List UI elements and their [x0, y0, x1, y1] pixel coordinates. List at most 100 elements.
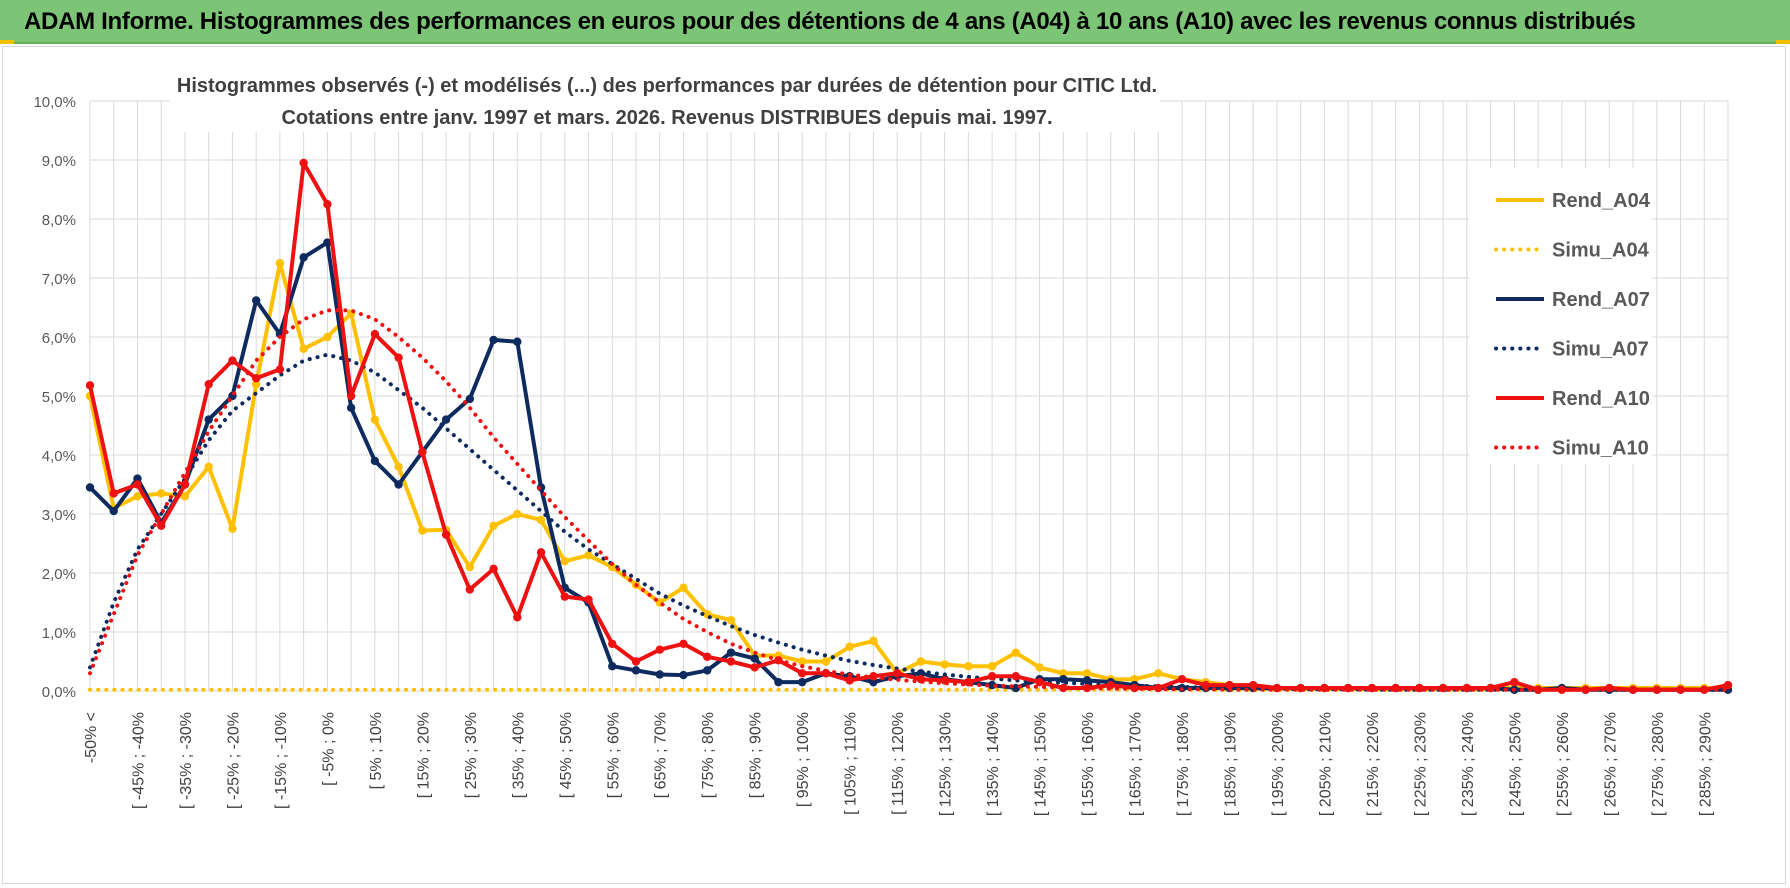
x-tick-label: [ 5% ; 10%	[368, 712, 385, 789]
data-point-Rend_A04	[465, 562, 475, 572]
data-point-Rend_A04	[180, 492, 190, 501]
data-point-Rend_A10	[1225, 680, 1234, 690]
data-point-Rend_A04	[418, 526, 427, 535]
x-tick-label: [ -25% ; -20%	[225, 712, 242, 809]
chart-title-background	[170, 66, 1160, 132]
data-point-Rend_A04	[489, 521, 498, 530]
data-point-Rend_A10	[489, 564, 498, 574]
data-point-Rend_A07	[204, 415, 213, 424]
corner-accent	[0, 40, 14, 44]
data-point-Rend_A10	[726, 657, 736, 666]
data-point-Rend_A10	[1011, 672, 1021, 681]
data-point-Rend_A10	[85, 381, 95, 390]
data-point-Rend_A07	[465, 394, 475, 404]
y-tick-label: 10,0%	[33, 94, 76, 111]
x-tick-label: [ -35% ; -30%	[178, 712, 195, 809]
data-point-Rend_A10	[892, 669, 902, 678]
data-point-Rend_A07	[441, 415, 451, 424]
data-point-Rend_A10	[1082, 683, 1092, 693]
x-tick-label: [ 225% ; 230%	[1412, 712, 1429, 816]
data-point-Rend_A07	[489, 335, 498, 345]
x-tick-label: [ -15% ; -10%	[273, 712, 290, 809]
y-tick-label: 0,0%	[42, 684, 76, 701]
data-point-Rend_A04	[1011, 648, 1021, 657]
data-point-Rend_A04	[513, 509, 522, 519]
data-point-Rend_A10	[394, 353, 403, 362]
data-point-Rend_A10	[370, 329, 380, 339]
data-point-Rend_A10	[346, 391, 356, 401]
data-point-Rend_A04	[1035, 663, 1044, 672]
legend-label-Simu_A07: Simu_A07	[1552, 339, 1649, 361]
series-line-Rend_A10	[88, 161, 1729, 692]
data-point-Rend_A10	[157, 521, 166, 530]
x-tick-label: [ -5% ; 0%	[320, 712, 337, 786]
data-point-Rend_A10	[631, 657, 641, 666]
data-point-Rend_A10	[703, 652, 712, 661]
data-point-Rend_A10	[1249, 680, 1258, 690]
data-point-Rend_A10	[679, 639, 688, 648]
x-tick-label: [ 85% ; 90%	[748, 712, 765, 798]
x-tick-label: -50% <	[83, 712, 100, 763]
data-point-Rend_A04	[869, 636, 878, 646]
x-tick-label: [ 155% ; 160%	[1080, 712, 1097, 816]
data-point-Rend_A10	[1035, 677, 1044, 687]
data-point-Rend_A07	[299, 253, 308, 262]
data-point-Rend_A10	[1201, 680, 1210, 690]
data-point-Rend_A10	[275, 365, 285, 374]
legend-label-Rend_A04: Rend_A04	[1552, 190, 1651, 212]
y-tick-label: 4,0%	[42, 448, 76, 465]
y-tick-label: 8,0%	[42, 212, 76, 229]
header-banner: ADAM Informe. Histogrammes des performan…	[0, 0, 1790, 44]
data-point-Rend_A04	[560, 557, 569, 566]
data-point-Rend_A10	[109, 489, 118, 498]
data-point-Rend_A04	[370, 415, 380, 424]
x-tick-label: [ 35% ; 40%	[510, 712, 527, 798]
data-point-Rend_A04	[987, 662, 997, 671]
data-point-Rend_A07	[513, 337, 522, 346]
data-point-Rend_A10	[987, 672, 997, 681]
data-point-Rend_A07	[774, 677, 783, 687]
x-tick-label: [ 115% ; 120%	[890, 712, 907, 815]
x-tick-label: [ 145% ; 150%	[1033, 712, 1050, 816]
x-tick-label: [ 275% ; 280%	[1650, 712, 1667, 816]
data-point-Rend_A04	[299, 344, 308, 353]
data-point-Rend_A07	[703, 666, 712, 675]
data-point-Rend_A04	[323, 332, 332, 342]
y-tick-label: 5,0%	[42, 389, 76, 406]
legend-background	[1470, 168, 1652, 464]
x-tick-label: [ 95% ; 100%	[795, 712, 812, 807]
x-tick-label: [ 55% ; 60%	[605, 712, 622, 798]
data-point-Rend_A04	[228, 524, 237, 533]
x-tick-label: [ 195% ; 200%	[1270, 712, 1287, 816]
data-point-Rend_A10	[1177, 675, 1187, 684]
y-tick-label: 2,0%	[42, 566, 76, 583]
x-axis: -50% < [ -45% ; -40% [ -35% ; -30% [ -25% ;…	[83, 712, 1714, 816]
data-point-Rend_A07	[869, 677, 878, 687]
data-point-Rend_A10	[204, 380, 213, 389]
y-tick-label: 1,0%	[42, 625, 76, 642]
x-tick-label: [ 45% ; 50%	[558, 712, 575, 798]
data-point-Rend_A07	[394, 480, 403, 489]
data-point-Rend_A10	[251, 374, 261, 383]
data-point-Rend_A10	[750, 663, 759, 672]
y-axis: 0,0% 1,0% 2,0% 3,0% 4,0% 5,0% 6,0% 7,0% 8,0% 9,0%…	[33, 94, 76, 701]
data-point-Rend_A04	[251, 380, 261, 389]
data-point-Rend_A07	[346, 403, 356, 412]
x-tick-label: [ 215% ; 220%	[1365, 712, 1382, 816]
data-point-Rend_A07	[85, 483, 95, 492]
data-point-Rend_A04	[1154, 669, 1163, 678]
x-tick-label: [ 205% ; 210%	[1317, 712, 1334, 816]
x-tick-label: [ 135% ; 140%	[985, 712, 1002, 816]
data-point-Rend_A10	[1628, 685, 1638, 695]
data-point-Rend_A07	[608, 662, 617, 671]
chart-frame	[2, 46, 1786, 884]
x-tick-label: [ 285% ; 290%	[1697, 712, 1714, 816]
data-point-Rend_A04	[1130, 675, 1139, 684]
data-point-Rend_A10	[180, 480, 190, 489]
data-point-Rend_A10	[1700, 685, 1709, 695]
data-point-Rend_A07	[655, 670, 664, 679]
data-point-Rend_A07	[370, 456, 380, 466]
legend-label-Simu_A04: Simu_A04	[1552, 240, 1650, 262]
data-point-Rend_A07	[631, 666, 641, 675]
